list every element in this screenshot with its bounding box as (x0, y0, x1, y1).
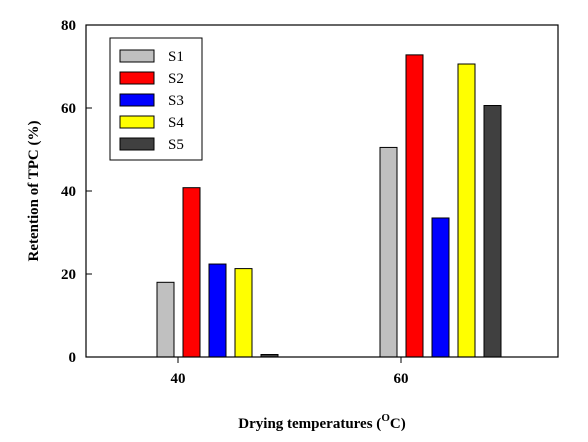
x-tick-label: 40 (171, 371, 186, 387)
x-axis: 40 60 (171, 357, 409, 387)
x-axis-title-suffix: C) (390, 416, 406, 432)
bar-s4-40 (234, 268, 253, 358)
legend-swatch-s1 (119, 49, 155, 63)
legend: S1 S2 S3 S4 S5 (109, 37, 203, 161)
legend-label-s1: S1 (168, 49, 184, 65)
y-tick-label: 80 (61, 18, 76, 34)
legend-swatch-s5 (119, 137, 155, 151)
y-tick-label: 0 (69, 350, 77, 366)
legend-swatch-s3 (119, 93, 155, 107)
bar-s5-60 (483, 105, 502, 358)
y-tick-label: 60 (61, 101, 76, 117)
legend-label-s5: S5 (168, 137, 184, 153)
bar-s4-60 (457, 63, 476, 358)
y-axis-title: Retention of TPC (%) (26, 121, 42, 262)
bar-s1-60 (379, 146, 398, 358)
x-axis-title-main: Drying temperatures ( (238, 416, 381, 432)
y-axis: 0 20 40 60 80 (61, 18, 92, 366)
y-tick-label: 20 (61, 267, 76, 283)
bar-s3-60 (431, 217, 450, 358)
legend-swatch-s2 (119, 71, 155, 85)
y-tick-label: 40 (61, 184, 76, 200)
bar-s3-40 (208, 263, 227, 358)
x-tick-label: 60 (394, 371, 409, 387)
bar-s2-40 (182, 187, 201, 358)
x-axis-title-superscript: O (381, 412, 390, 424)
legend-swatch-s4 (119, 115, 155, 129)
x-axis-title: Drying temperatures (OC) (238, 412, 405, 432)
legend-label-s2: S2 (168, 71, 184, 87)
bar-s1-40 (156, 281, 175, 358)
bars-group (156, 54, 502, 358)
bar-s2-60 (405, 54, 424, 358)
legend-label-s3: S3 (168, 93, 184, 109)
legend-label-s4: S4 (168, 115, 184, 131)
